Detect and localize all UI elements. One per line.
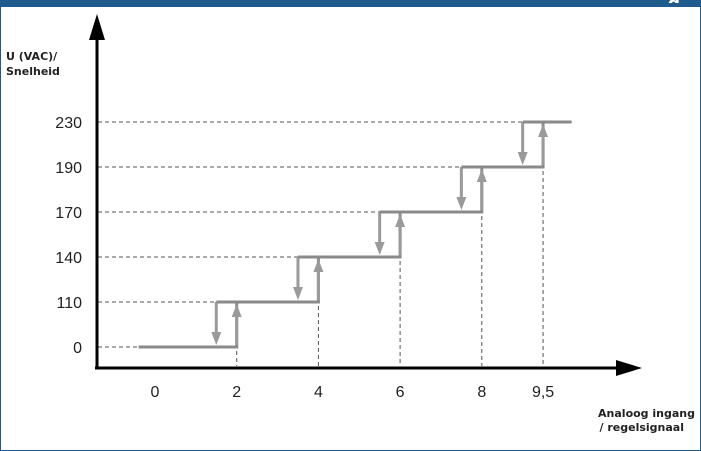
y-axis-arrowhead — [89, 14, 105, 40]
x-tick-label: 4 — [314, 384, 323, 401]
header-title-fragment: g — [668, 0, 680, 3]
up-arrow-head — [395, 214, 406, 227]
up-arrow-head — [538, 124, 549, 137]
y-axis-title-line1: U (VAC)/ — [6, 50, 58, 63]
y-tick-label: 110 — [56, 295, 82, 312]
x-axis-title-line1: Analoog ingang — [598, 407, 695, 420]
grid-layer — [98, 121, 544, 366]
down-arrow-head — [211, 332, 222, 345]
y-tick-label: 140 — [55, 250, 82, 267]
up-arrow-head — [476, 169, 487, 182]
up-arrow-head — [313, 259, 324, 272]
down-arrow-head — [292, 287, 303, 300]
down-arrow-head — [456, 197, 467, 210]
x-tick-label: 0 — [151, 384, 160, 401]
hysteresis-arrows — [211, 120, 549, 345]
x-axis-arrowhead — [616, 360, 642, 376]
x-tick-label: 8 — [477, 384, 486, 401]
axes — [89, 14, 642, 376]
x-tick-label: 9,5 — [532, 384, 554, 401]
header-bar — [0, 0, 701, 7]
y-tick-label: 190 — [55, 160, 82, 177]
y-tick-label: 170 — [55, 205, 82, 222]
y-axis-title-line2: Snelheid — [6, 65, 60, 78]
x-tick-label: 6 — [396, 384, 405, 401]
down-arrow-head — [517, 152, 528, 165]
down-arrow-head — [374, 242, 385, 255]
x-tick-label: 2 — [232, 384, 241, 401]
step-line — [138, 120, 572, 349]
series-layer — [138, 120, 572, 349]
labels: U (VAC)/ Snelheid Analoog ingang / regel… — [6, 50, 695, 434]
y-tick-label: 0 — [73, 340, 82, 357]
y-tick-label: 230 — [55, 115, 82, 132]
x-axis-title-line2: / regelsignaal — [600, 421, 684, 434]
up-arrow-head — [231, 304, 242, 317]
